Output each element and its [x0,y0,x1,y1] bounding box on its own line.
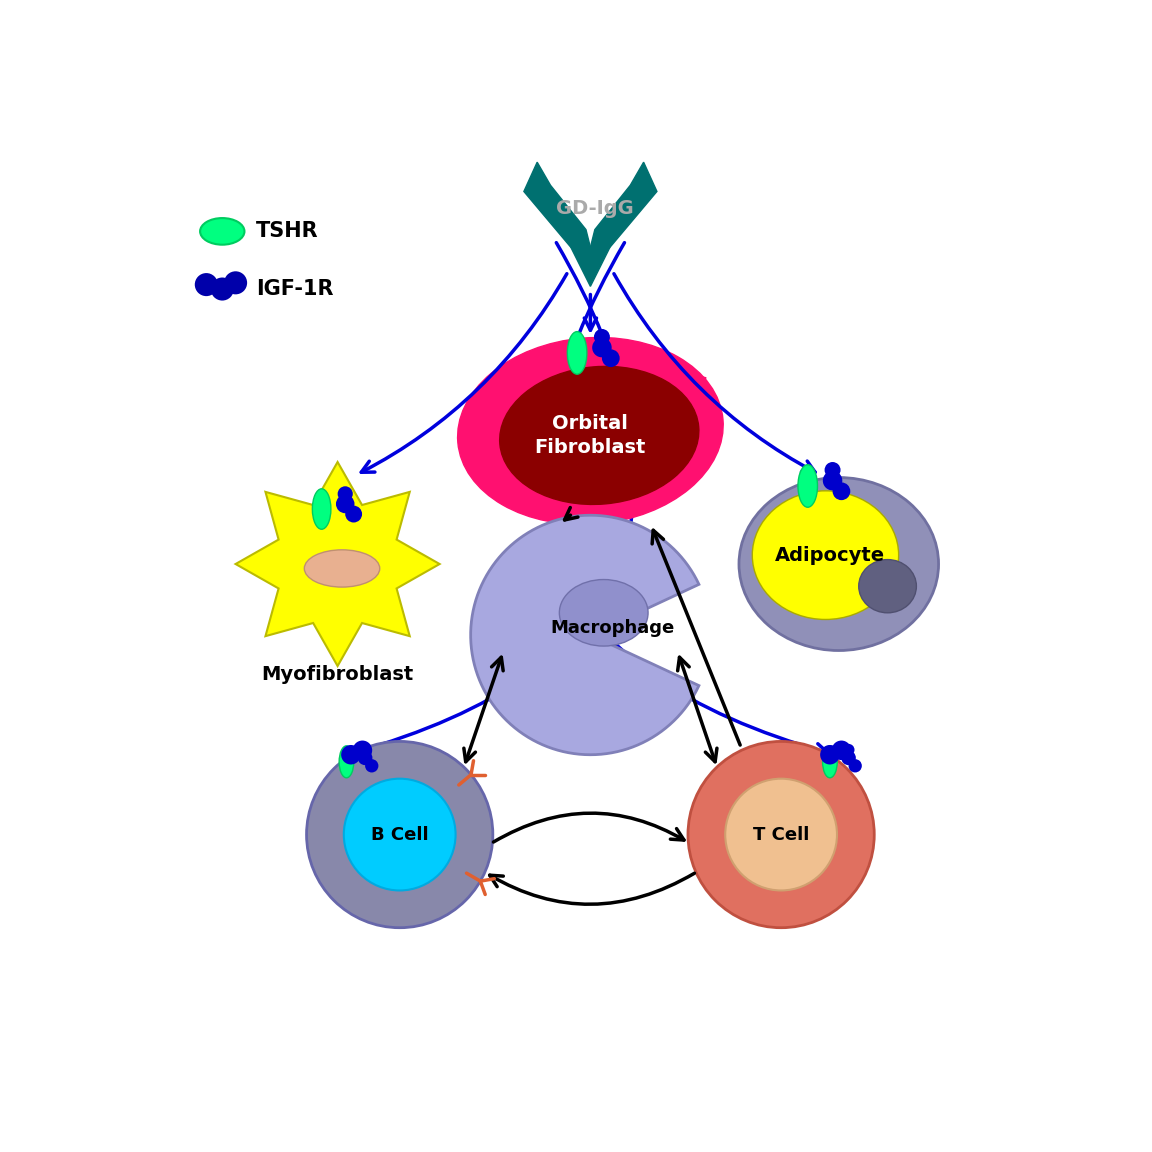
Ellipse shape [195,273,218,296]
Text: Orbital
Fibroblast: Orbital Fibroblast [535,415,646,456]
Ellipse shape [858,560,916,613]
Ellipse shape [833,483,850,500]
Circle shape [726,779,838,890]
Text: T Cell: T Cell [753,826,810,843]
Ellipse shape [594,329,609,344]
Ellipse shape [825,462,841,478]
Polygon shape [467,347,706,510]
Ellipse shape [336,494,355,514]
Ellipse shape [823,745,838,778]
Polygon shape [524,162,591,248]
Ellipse shape [341,745,361,765]
Polygon shape [591,162,657,248]
Text: Adipocyte: Adipocyte [775,546,885,564]
Ellipse shape [592,338,612,357]
Ellipse shape [823,471,842,491]
Ellipse shape [820,745,840,765]
Polygon shape [571,248,609,287]
Ellipse shape [200,218,244,244]
Ellipse shape [841,750,856,765]
Ellipse shape [752,491,899,620]
Ellipse shape [832,741,851,760]
Polygon shape [471,515,699,755]
Ellipse shape [798,464,818,507]
Text: GD-IgG: GD-IgG [556,199,634,218]
Ellipse shape [211,278,234,301]
Ellipse shape [359,744,371,756]
Circle shape [688,742,874,927]
Circle shape [306,742,493,927]
Ellipse shape [346,506,362,523]
Ellipse shape [365,759,378,773]
Ellipse shape [358,750,372,765]
Text: B Cell: B Cell [371,826,429,843]
Ellipse shape [602,349,620,367]
Ellipse shape [500,366,699,505]
Ellipse shape [223,271,248,295]
Ellipse shape [849,759,862,773]
Text: Myofibroblast: Myofibroblast [262,666,414,684]
Ellipse shape [842,744,855,756]
Ellipse shape [457,338,723,524]
Text: Macrophage: Macrophage [551,619,675,637]
Text: TSHR: TSHR [256,221,319,242]
Ellipse shape [338,486,353,501]
Ellipse shape [304,550,380,588]
Circle shape [343,779,455,890]
Ellipse shape [738,478,939,651]
Ellipse shape [353,741,372,760]
Ellipse shape [339,745,354,778]
Text: IGF-1R: IGF-1R [256,279,333,300]
Polygon shape [235,462,440,666]
Ellipse shape [312,488,331,529]
Ellipse shape [567,332,586,374]
Ellipse shape [560,579,649,646]
